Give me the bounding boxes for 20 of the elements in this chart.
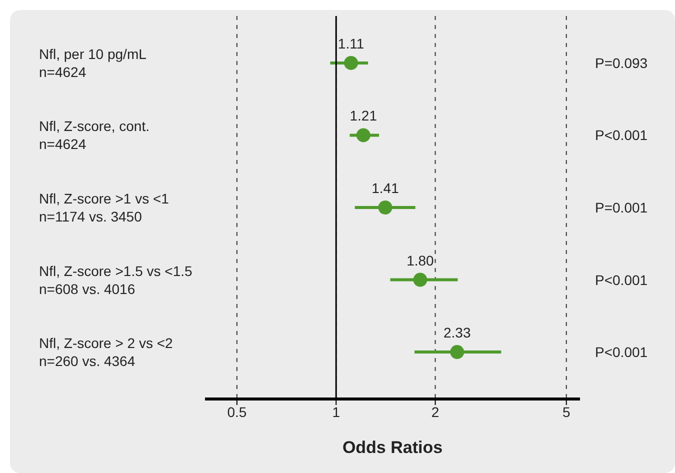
text: P<0.001 [595,344,648,360]
x-tick-label: 0.5 [227,404,247,420]
y-tick-label: Nfl, Z-score > 2 vs <2 n=260 vs. 4364 [39,335,174,370]
y-tick-label: Nfl, per 10 pg/mL n=4624 [39,46,147,80]
y-tick-label: Nfl, Z-score, cont. n=4624 [39,118,150,152]
text: P=0.093 [595,54,648,71]
x-axis-title: Odds Ratios [342,438,443,457]
data-label: 1.80 [406,252,434,268]
data-label: 2.33 [443,324,471,341]
x-tick-label: 2 [431,404,440,420]
data-label: 1.21 [350,108,378,124]
data-label: 1.41 [372,180,400,196]
x-tick-label: 5 [562,404,570,420]
x-tick-label: 1 [332,404,340,420]
data-label: 1.11 [338,35,364,52]
y-tick-label: Nfl, Z-score >1.5 vs <1.5 n=608 vs. 4016 [39,262,192,297]
text: P<0.001 [595,272,648,288]
y-tick-label: Nfl, Z-score >1 vs <1 n=1174 vs. 3450 [39,190,170,224]
text: P=0.001 [595,200,648,216]
text: P<0.001 [595,127,648,144]
